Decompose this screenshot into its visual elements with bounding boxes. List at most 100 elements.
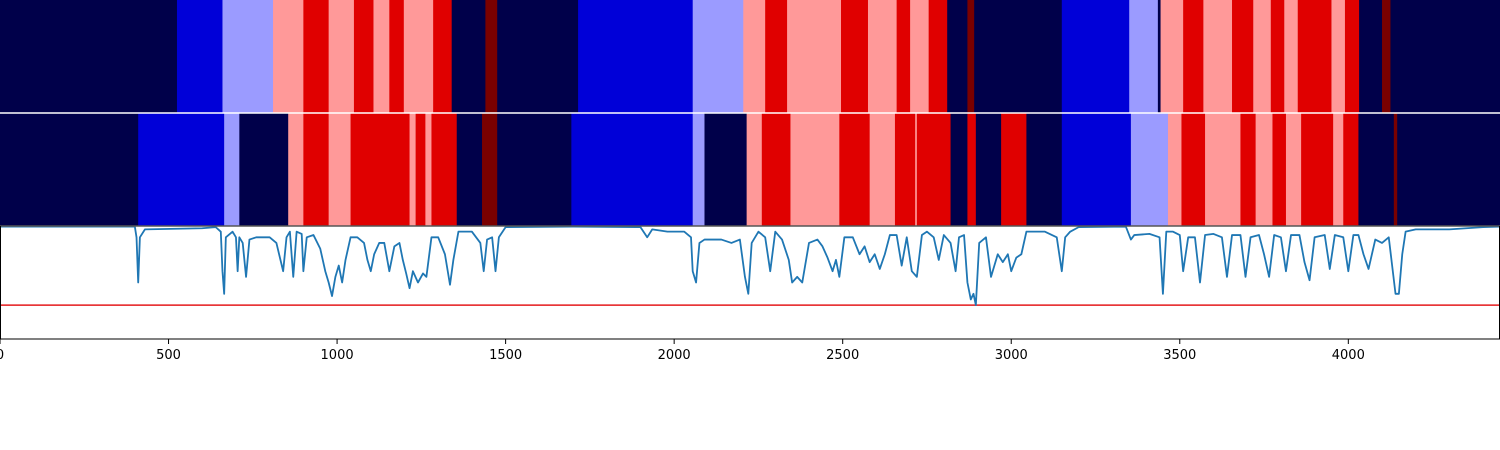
x-tick-label: 3500 xyxy=(1163,348,1196,363)
heatmap-segment xyxy=(1181,113,1206,226)
x-tick-label: 1500 xyxy=(489,348,522,363)
heatmap-segment xyxy=(239,113,289,226)
heatmap-segment xyxy=(841,0,869,113)
heatmap-segment xyxy=(0,0,178,113)
heatmap-segment xyxy=(409,113,417,226)
heatmap-segment xyxy=(1253,0,1272,113)
heatmap-segment xyxy=(792,113,840,226)
heatmap-segment xyxy=(578,0,694,113)
heatmap-segment xyxy=(1285,113,1302,226)
heatmap-segment xyxy=(1001,113,1027,226)
heatmap-segment xyxy=(743,0,766,113)
heatmap-segment xyxy=(176,0,224,113)
heatmap-segment xyxy=(704,113,748,226)
heatmap-segment xyxy=(869,113,896,226)
heatmap-segment xyxy=(222,0,274,113)
heatmap-segment xyxy=(389,0,405,113)
x-tick-label: 500 xyxy=(156,348,181,363)
heatmap-segment xyxy=(1160,0,1184,113)
heatmap-segment xyxy=(1167,113,1183,226)
heatmap-segment xyxy=(456,113,483,226)
heatmap-segment xyxy=(138,113,225,226)
heatmap-segment xyxy=(1232,0,1254,113)
heatmap-segment xyxy=(761,113,792,226)
heatmap-segment xyxy=(894,113,916,226)
heatmap-segment xyxy=(1061,0,1130,113)
heatmap-segment xyxy=(328,113,352,226)
heatmap-segment xyxy=(1382,0,1392,113)
heatmap-segment xyxy=(431,113,458,226)
heatmap-segment xyxy=(0,113,139,226)
heatmap-segment xyxy=(497,0,579,113)
heatmap-segment xyxy=(1331,0,1346,113)
heatmap-segment xyxy=(787,0,842,113)
heatmap-segment xyxy=(1203,0,1233,113)
heatmap-segment xyxy=(1255,113,1274,226)
heatmap-segment xyxy=(1205,113,1242,226)
heatmap-segment xyxy=(692,113,706,226)
x-tick-label: 4000 xyxy=(1332,348,1365,363)
heatmap-segment xyxy=(224,113,240,226)
heatmap-segment xyxy=(303,0,330,113)
heatmap-segment xyxy=(433,0,453,113)
heatmap-segment xyxy=(403,0,434,113)
heatmap-segment xyxy=(950,113,969,226)
heatmap-segment xyxy=(765,0,788,113)
x-tick-label: 2500 xyxy=(826,348,859,363)
heatmap-segment xyxy=(928,0,948,113)
heatmap-segment xyxy=(896,0,911,113)
heatmap-segment xyxy=(1343,113,1360,226)
heatmap-segment xyxy=(303,113,330,226)
heatmap-segment xyxy=(1272,113,1287,226)
heatmap-segment xyxy=(915,113,918,226)
heatmap-segment xyxy=(746,113,763,226)
heatmap-segment xyxy=(353,0,375,113)
heatmap-segment xyxy=(1358,113,1395,226)
heatmap-segment xyxy=(1333,113,1344,226)
heatmap-segment xyxy=(571,113,694,226)
heatmap-segment xyxy=(497,113,572,226)
line-plot-panel xyxy=(0,225,1500,339)
x-tick-label: 1000 xyxy=(321,348,354,363)
heatmap-segment xyxy=(373,0,390,113)
heatmap-segment xyxy=(482,113,498,226)
heatmap-segment xyxy=(1390,0,1500,113)
heatmap-segment xyxy=(692,0,744,113)
x-tick-label: 2000 xyxy=(658,348,691,363)
heatmap-row-middle xyxy=(0,113,1500,226)
series-line xyxy=(0,225,1500,306)
heatmap-segment xyxy=(916,113,952,226)
x-tick-label: 3000 xyxy=(995,348,1028,363)
heatmap-segment xyxy=(1240,113,1257,226)
heatmap-segment xyxy=(1297,0,1333,113)
heatmap-segment xyxy=(1301,113,1334,226)
heatmap-segment xyxy=(1129,0,1159,113)
heatmap-row-top xyxy=(0,0,1500,113)
heatmap-segment xyxy=(947,0,969,113)
heatmap-segment xyxy=(967,113,977,226)
heatmap-segment xyxy=(1397,113,1500,226)
heatmap-segment xyxy=(967,0,975,113)
heatmap-segment xyxy=(1130,113,1169,226)
heatmap-segment xyxy=(910,0,930,113)
heatmap-segment xyxy=(974,0,1063,113)
heatmap-segment xyxy=(867,0,898,113)
heatmap-segment xyxy=(839,113,871,226)
x-axis: 0 500 1000 1500 2000 2500 3000 3500 4000 xyxy=(0,339,1365,363)
heatmap-segment xyxy=(975,113,1002,226)
heatmap-segment xyxy=(451,0,486,113)
heatmap-segment xyxy=(288,113,304,226)
heatmap-segment xyxy=(790,113,793,226)
heatmap-segment xyxy=(1393,113,1398,226)
heatmap-segment xyxy=(328,0,355,113)
heatmap-segment xyxy=(1157,0,1162,113)
heatmap-segment xyxy=(1284,0,1299,113)
heatmap-segment xyxy=(425,113,433,226)
heatmap-segment xyxy=(1344,0,1360,113)
heatmap-segment xyxy=(415,113,426,226)
heatmap-segment xyxy=(350,113,411,226)
x-tick-label: 0 xyxy=(0,348,4,363)
heatmap-segment xyxy=(1026,113,1063,226)
